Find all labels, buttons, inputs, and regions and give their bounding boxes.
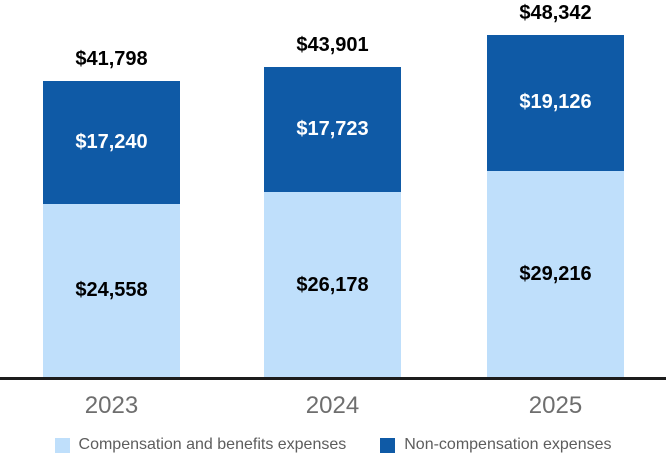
legend-swatch xyxy=(380,437,396,453)
x-axis-label-2023: 2023 xyxy=(84,392,139,419)
x-axis-labels: 2023 2024 2025 xyxy=(0,391,666,421)
bar-column-2025: $48,342 $29,216 $19,126 xyxy=(487,0,624,378)
bar-segment-value: $17,723 xyxy=(296,117,369,140)
x-axis-label-2025: 2025 xyxy=(528,392,583,419)
bar-total-label: $41,798 xyxy=(75,48,148,71)
bar-segment-compensation: $26,178 xyxy=(264,192,401,378)
bar-segment-non-compensation: $19,126 xyxy=(487,35,624,171)
x-axis-line xyxy=(0,377,666,380)
x-axis-label-2024: 2024 xyxy=(305,392,360,419)
legend-swatch xyxy=(54,437,70,453)
bar-column-2023: $41,798 $24,558 $17,240 xyxy=(43,0,180,378)
plot-area: $41,798 $24,558 $17,240 $43,901 $26,178 $17,7… xyxy=(43,0,624,378)
bar-total-label: $48,342 xyxy=(519,2,592,24)
bar-segment-non-compensation: $17,723 xyxy=(264,66,401,193)
bar-segment-value: $19,126 xyxy=(519,91,592,114)
bar-total-label: $43,901 xyxy=(296,33,369,56)
bar-column-2024: $43,901 $26,178 $17,723 xyxy=(264,0,401,378)
legend-label: Non-compensation expenses xyxy=(404,436,612,453)
bar-segment-value: $26,178 xyxy=(296,273,369,296)
legend-label: Compensation and benefits expenses xyxy=(78,436,347,453)
legend-item-non-compensation: Non-compensation expenses xyxy=(380,436,611,454)
bar-segment-value: $24,558 xyxy=(75,279,148,302)
bar-segment-non-compensation: $17,240 xyxy=(43,81,180,204)
bar-segment-compensation: $29,216 xyxy=(487,170,624,378)
bar-segment-compensation: $24,558 xyxy=(43,203,180,378)
legend-item-compensation: Compensation and benefits expenses xyxy=(54,436,347,454)
bar-segment-value: $17,240 xyxy=(75,131,148,154)
legend: Compensation and benefits expenses Non-c… xyxy=(0,436,666,454)
bar-segment-value: $29,216 xyxy=(519,262,592,285)
